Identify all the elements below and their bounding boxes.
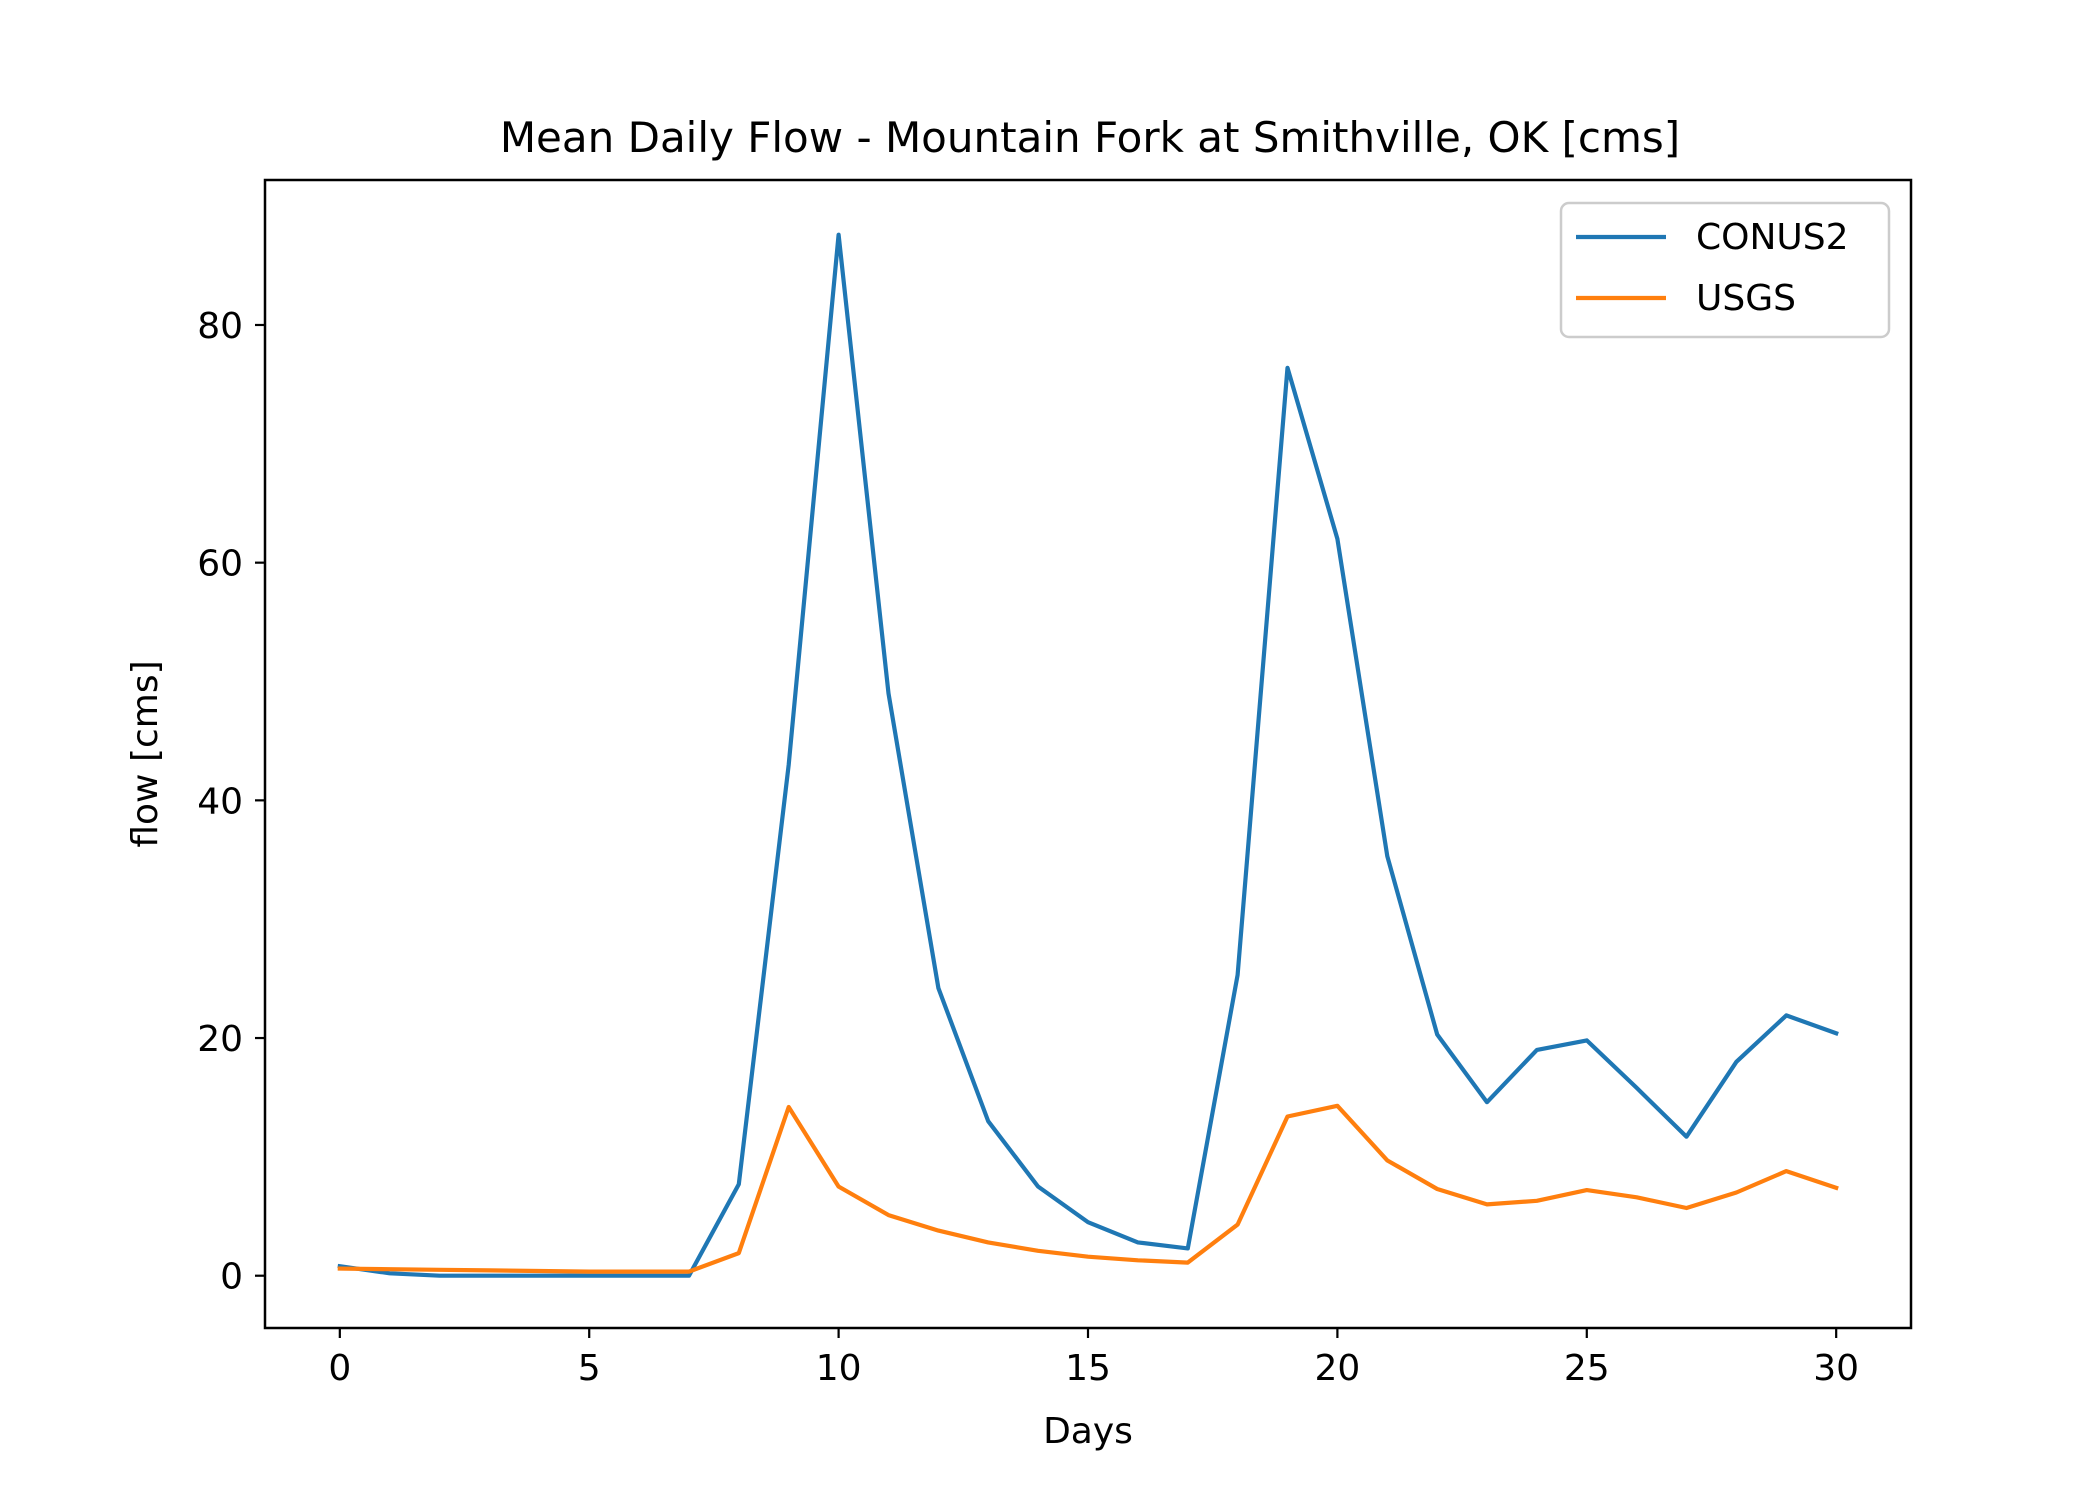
series-line-conus2 — [337, 232, 1839, 1278]
x-tick-label: 0 — [328, 1348, 351, 1389]
x-tick-label: 5 — [578, 1348, 601, 1389]
y-tick-label: 80 — [197, 306, 243, 347]
x-tick-label: 10 — [816, 1348, 862, 1389]
legend-label-conus2: CONUS2 — [1696, 217, 1849, 258]
x-axis: 0 5 10 15 20 25 30 — [328, 1328, 1859, 1389]
series-line-usgs — [337, 1103, 1839, 1274]
y-tick-label: 60 — [197, 544, 243, 585]
legend: CONUS2 USGS — [1559, 201, 1891, 339]
x-tick-label: 25 — [1564, 1348, 1610, 1389]
series-group — [337, 232, 1839, 1278]
x-axis-label: Days — [1043, 1411, 1133, 1452]
x-tick-label: 20 — [1314, 1348, 1360, 1389]
x-tick-label: 15 — [1065, 1348, 1111, 1389]
legend-label-usgs: USGS — [1696, 278, 1796, 319]
chart-title: Mean Daily Flow - Mountain Fork at Smith… — [500, 113, 1680, 162]
x-tick-label: 30 — [1813, 1348, 1859, 1389]
y-axis: 0 20 40 60 80 — [197, 306, 265, 1298]
y-tick-label: 0 — [220, 1257, 243, 1298]
y-axis-label: flow [cms] — [125, 660, 166, 847]
y-tick-label: 20 — [197, 1019, 243, 1060]
y-tick-label: 40 — [197, 781, 243, 822]
